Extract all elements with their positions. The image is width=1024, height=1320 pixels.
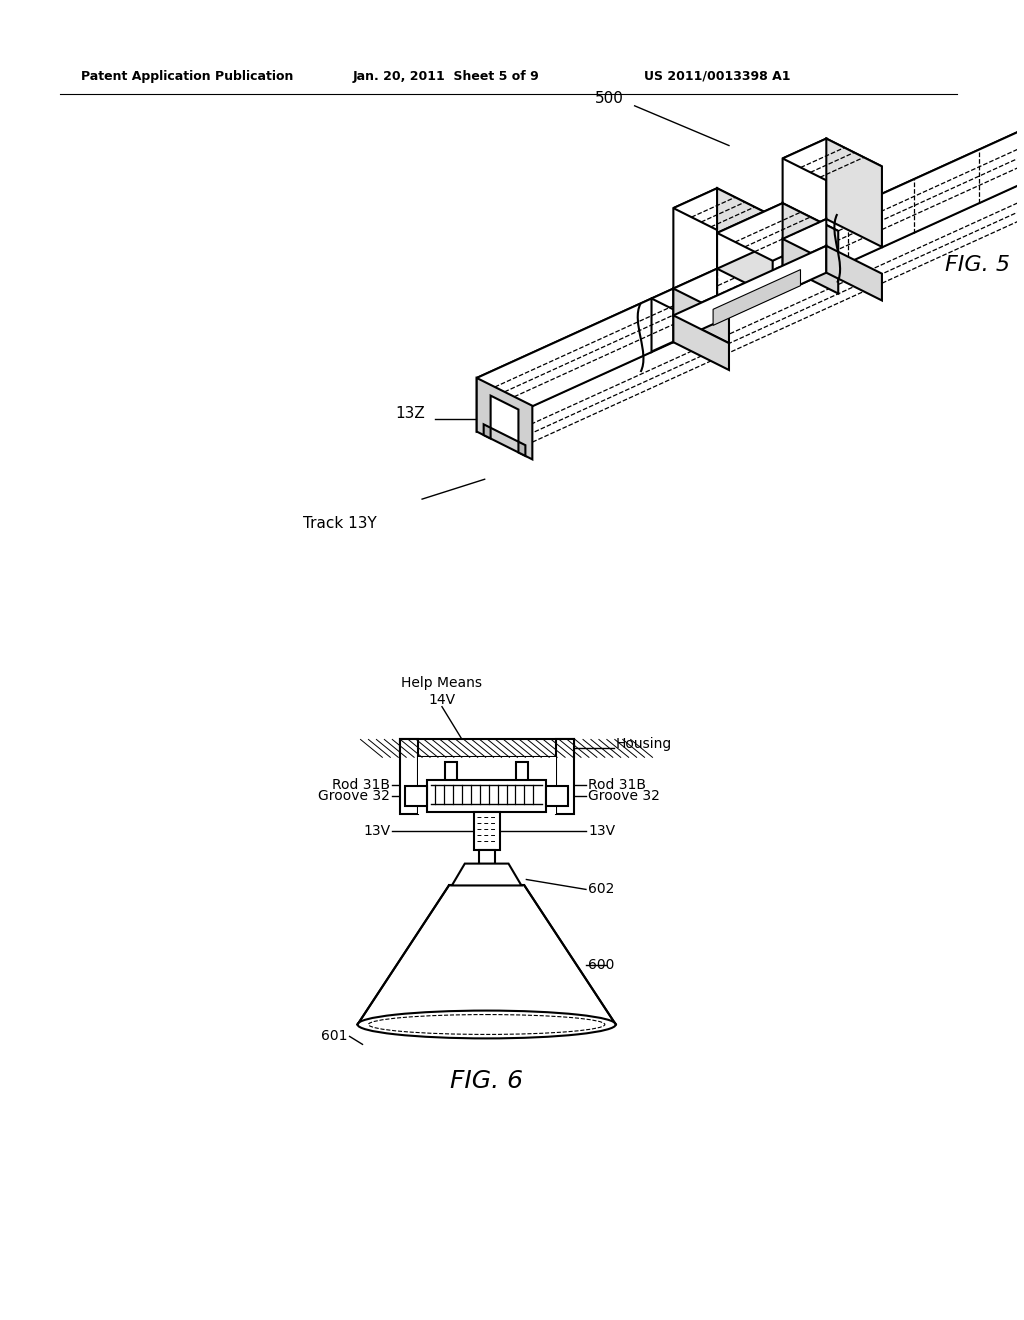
Polygon shape bbox=[490, 396, 518, 442]
Polygon shape bbox=[782, 139, 882, 186]
Text: Track 13Y: Track 13Y bbox=[303, 516, 377, 531]
Polygon shape bbox=[651, 120, 1024, 352]
Text: 13V: 13V bbox=[364, 824, 390, 838]
Ellipse shape bbox=[357, 1011, 615, 1039]
Polygon shape bbox=[674, 289, 729, 343]
Polygon shape bbox=[357, 886, 615, 1024]
Bar bbox=[427, 780, 546, 812]
Polygon shape bbox=[674, 189, 717, 289]
Polygon shape bbox=[477, 378, 532, 459]
Text: Groove 32: Groove 32 bbox=[318, 789, 390, 803]
Polygon shape bbox=[717, 203, 782, 269]
Polygon shape bbox=[674, 269, 717, 315]
Text: 13V: 13V bbox=[588, 824, 615, 838]
Polygon shape bbox=[782, 139, 826, 239]
Text: Jan. 20, 2011  Sheet 5 of 9: Jan. 20, 2011 Sheet 5 of 9 bbox=[352, 70, 540, 83]
Polygon shape bbox=[717, 203, 839, 261]
Text: Rod 31B: Rod 31B bbox=[333, 777, 390, 792]
Polygon shape bbox=[477, 298, 708, 405]
Text: 13Z: 13Z bbox=[395, 407, 425, 421]
Bar bbox=[546, 787, 568, 807]
Polygon shape bbox=[452, 863, 521, 886]
Bar bbox=[478, 850, 495, 863]
Polygon shape bbox=[483, 424, 490, 438]
Text: Help Means: Help Means bbox=[401, 676, 482, 690]
Polygon shape bbox=[782, 219, 826, 265]
Bar bbox=[400, 739, 418, 814]
Polygon shape bbox=[717, 189, 773, 297]
Bar bbox=[474, 812, 500, 850]
Text: Groove 32: Groove 32 bbox=[588, 789, 659, 803]
Polygon shape bbox=[651, 120, 1024, 326]
Polygon shape bbox=[782, 203, 839, 267]
Text: 14V: 14V bbox=[428, 693, 456, 706]
Text: FIG. 5: FIG. 5 bbox=[945, 255, 1011, 275]
Polygon shape bbox=[674, 315, 729, 370]
Text: Housing: Housing bbox=[615, 738, 672, 751]
Polygon shape bbox=[518, 442, 525, 455]
Polygon shape bbox=[674, 246, 826, 342]
Text: Rod 31B: Rod 31B bbox=[588, 777, 646, 792]
Text: Patent Application Publication: Patent Application Publication bbox=[82, 70, 294, 83]
Text: 500: 500 bbox=[595, 91, 624, 106]
Bar bbox=[406, 787, 427, 807]
Text: FIG. 6: FIG. 6 bbox=[451, 1069, 523, 1093]
Text: 601: 601 bbox=[322, 1030, 347, 1043]
Text: 602: 602 bbox=[588, 883, 614, 896]
Polygon shape bbox=[674, 189, 773, 236]
Polygon shape bbox=[713, 269, 801, 326]
Bar bbox=[516, 762, 528, 809]
Bar bbox=[418, 758, 556, 814]
Text: 600: 600 bbox=[588, 958, 614, 972]
Text: US 2011/0013398 A1: US 2011/0013398 A1 bbox=[643, 70, 791, 83]
Polygon shape bbox=[782, 239, 839, 293]
Polygon shape bbox=[826, 246, 882, 301]
Bar bbox=[400, 739, 574, 758]
Bar bbox=[556, 739, 574, 814]
Bar bbox=[445, 762, 457, 809]
Polygon shape bbox=[826, 139, 882, 247]
Polygon shape bbox=[477, 298, 651, 432]
